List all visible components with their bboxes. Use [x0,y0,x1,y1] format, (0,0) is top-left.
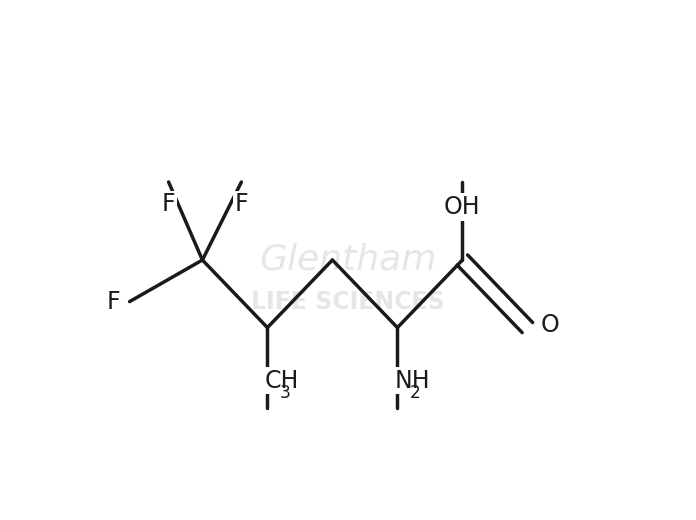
Text: OH: OH [444,195,481,219]
Text: 2: 2 [409,384,420,402]
Text: NH: NH [395,369,430,393]
Text: CH: CH [264,369,299,393]
Text: 3: 3 [279,384,290,402]
Text: F: F [235,192,248,216]
Text: Glentham: Glentham [259,243,437,277]
Text: O: O [540,313,559,337]
Text: F: F [161,192,175,216]
Text: F: F [106,290,120,314]
Text: LIFE SCIENCES: LIFE SCIENCES [251,290,445,314]
